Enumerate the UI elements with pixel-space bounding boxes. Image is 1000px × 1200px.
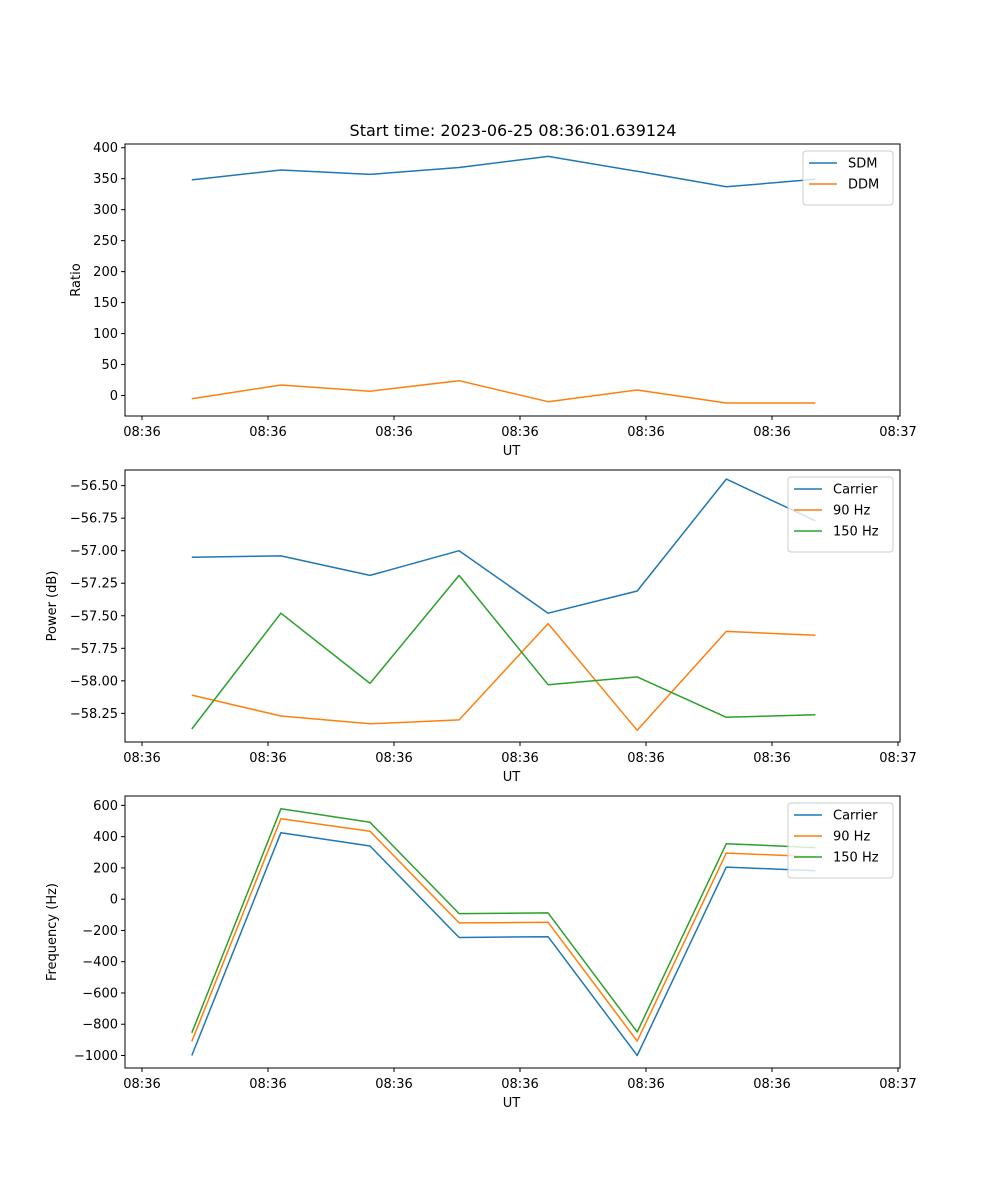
axes-frame — [124, 143, 901, 417]
y-tick-label: −57.25 — [70, 577, 118, 592]
series-line-carrier — [191, 478, 816, 614]
legend-label-150-hz: 150 Hz — [833, 851, 879, 866]
y-tick-label: 400 — [93, 830, 118, 845]
x-tick-label: 08:36 — [123, 425, 160, 440]
x-tick-label: 08:36 — [123, 751, 160, 766]
x-tick-label: 08:36 — [249, 1077, 286, 1092]
y-tick-label: −58.25 — [70, 707, 118, 722]
power-panel: −58.25 −58.00 −57.75 −57.50 −57.25 −57.00 −56.… — [45, 469, 917, 785]
legend-label-ddm: DDM — [848, 178, 879, 193]
ratio-panel: 0 50 100 150 200 250 300 350 400 08:36 08:36 08:36 0… — [69, 141, 917, 459]
y-tick-label: −58.00 — [70, 674, 118, 689]
y-tick-label: −1000 — [74, 1049, 118, 1064]
y-tick-label: 200 — [93, 265, 118, 280]
figure-title: Start time: 2023-06-25 08:36:01.639124 — [350, 121, 677, 140]
y-tick-label: 0 — [110, 893, 118, 908]
series-line-ddm — [191, 379, 816, 404]
legend-frame — [787, 476, 894, 553]
legend-label-150-hz: 150 Hz — [833, 525, 879, 540]
x-axis-label: UT — [503, 770, 521, 785]
y-tick-label: −600 — [82, 986, 118, 1001]
legend-frame — [802, 150, 894, 206]
y-tick-label: 300 — [93, 203, 118, 218]
x-tick-label: 08:36 — [375, 425, 412, 440]
series-line-90-hz — [191, 622, 816, 732]
legend-label-sdm: SDM — [848, 157, 877, 172]
legend-frame — [787, 802, 894, 879]
y-tick-label: 600 — [93, 799, 118, 814]
frequency-panel: −1000 −800 −600 −400 −200 0 200 400 600 08:36 08:3… — [45, 795, 917, 1111]
series-line-150-hz — [191, 574, 816, 730]
legend-label-carrier: Carrier — [833, 483, 878, 498]
y-tick-label: −56.75 — [70, 512, 118, 527]
legend: Carrier 90 Hz 150 Hz — [787, 476, 894, 553]
x-tick-label: 08:36 — [375, 751, 412, 766]
y-tick-label: 250 — [93, 234, 118, 249]
y-tick-label: −800 — [82, 1018, 118, 1033]
y-tick-label: −400 — [82, 955, 118, 970]
x-tick-label: 08:36 — [501, 751, 538, 766]
y-tick-label: −57.00 — [70, 544, 118, 559]
y-tick-label: 200 — [93, 861, 118, 876]
series-line-150-hz — [191, 808, 816, 1034]
x-tick-label: 08:37 — [879, 425, 916, 440]
y-tick-label: 400 — [93, 141, 118, 156]
y-tick-label: 350 — [93, 172, 118, 187]
y-tick-label: −200 — [82, 924, 118, 939]
y-tick-label: −56.50 — [70, 479, 118, 494]
x-tick-label: 08:37 — [879, 1077, 916, 1092]
y-tick-label: 0 — [110, 389, 118, 404]
x-tick-label: 08:37 — [879, 751, 916, 766]
y-tick-label: 50 — [101, 358, 118, 373]
legend-label-carrier: Carrier — [833, 809, 878, 824]
legend-label-90-hz: 90 Hz — [833, 504, 870, 519]
legend-label-90-hz: 90 Hz — [833, 830, 870, 845]
y-tick-label: −57.75 — [70, 642, 118, 657]
legend: SDM DDM — [802, 150, 894, 206]
legend: Carrier 90 Hz 150 Hz — [787, 802, 894, 879]
x-tick-label: 08:36 — [249, 425, 286, 440]
x-axis-label: UT — [503, 1096, 521, 1111]
y-axis-label: Frequency (Hz) — [45, 883, 60, 981]
x-tick-label: 08:36 — [753, 1077, 790, 1092]
axes-frame — [124, 795, 901, 1069]
x-tick-label: 08:36 — [249, 751, 286, 766]
x-tick-label: 08:36 — [627, 751, 664, 766]
y-axis-label: Power (dB) — [45, 571, 60, 642]
x-tick-label: 08:36 — [753, 751, 790, 766]
series-line-sdm — [191, 155, 816, 188]
series-line-carrier — [191, 831, 816, 1057]
x-tick-label: 08:36 — [753, 425, 790, 440]
y-tick-label: −57.50 — [70, 609, 118, 624]
x-tick-label: 08:36 — [627, 1077, 664, 1092]
x-tick-label: 08:36 — [123, 1077, 160, 1092]
x-tick-label: 08:36 — [627, 425, 664, 440]
x-tick-label: 08:36 — [501, 425, 538, 440]
y-axis-label: Ratio — [69, 263, 84, 296]
series-line-90-hz — [191, 817, 816, 1042]
x-tick-label: 08:36 — [375, 1077, 412, 1092]
axes-frame — [124, 469, 901, 743]
y-tick-label: 100 — [93, 327, 118, 342]
x-tick-label: 08:36 — [501, 1077, 538, 1092]
y-tick-label: 150 — [93, 296, 118, 311]
x-axis-label: UT — [503, 444, 521, 459]
